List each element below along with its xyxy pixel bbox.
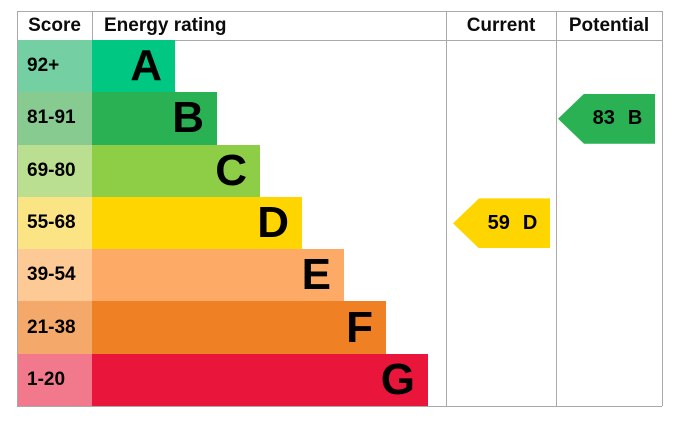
- score-range-label: 55-68: [18, 196, 92, 250]
- band-row-a: 92+ A: [18, 40, 448, 93]
- band-rows: 92+ A 81-91 B 69-80 C 55-68 D 39-54 E 21…: [18, 40, 448, 406]
- score-range-label: 81-91: [18, 92, 92, 145]
- table-top-border: [17, 11, 662, 12]
- band-bar-f: F: [92, 301, 386, 354]
- score-range-label: 92+: [18, 40, 92, 93]
- band-bar-c: C: [92, 144, 260, 197]
- score-column-header: Score: [28, 14, 81, 36]
- potential-band-letter: B: [627, 107, 643, 130]
- current-band-letter: D: [522, 211, 538, 234]
- potential-column-divider: [556, 11, 557, 406]
- band-bar-a: A: [92, 40, 175, 93]
- score-range-label: 21-38: [18, 301, 92, 354]
- potential-rating-arrow: 83 B: [558, 93, 655, 144]
- current-rating-arrow: 59 D: [453, 198, 550, 249]
- table-left-border: [17, 11, 18, 406]
- band-row-b: 81-91 B: [18, 92, 448, 145]
- band-bar-d: D: [92, 196, 302, 250]
- band-bar-e: E: [92, 249, 344, 302]
- current-column-divider: [446, 11, 447, 406]
- table-bottom-border: [17, 406, 662, 407]
- potential-column-header: Potential: [568, 14, 650, 36]
- score-range-label: 39-54: [18, 249, 92, 302]
- band-row-d: 55-68 D: [18, 196, 448, 250]
- potential-score-value: 83: [592, 107, 615, 130]
- score-range-label: 69-80: [18, 144, 92, 197]
- energy-rating-column-header: Energy rating: [104, 14, 227, 36]
- header-divider: [17, 40, 662, 41]
- band-bar-g: G: [92, 353, 428, 406]
- current-score-value: 59: [487, 211, 510, 234]
- current-column-header: Current: [466, 14, 536, 36]
- score-range-label: 1-20: [18, 353, 92, 406]
- band-row-g: 1-20 G: [18, 353, 448, 406]
- band-row-c: 69-80 C: [18, 144, 448, 197]
- band-row-e: 39-54 E: [18, 249, 448, 302]
- band-row-f: 21-38 F: [18, 301, 448, 354]
- score-column-divider: [92, 11, 93, 40]
- band-bar-b: B: [92, 92, 217, 145]
- table-right-border: [662, 11, 663, 406]
